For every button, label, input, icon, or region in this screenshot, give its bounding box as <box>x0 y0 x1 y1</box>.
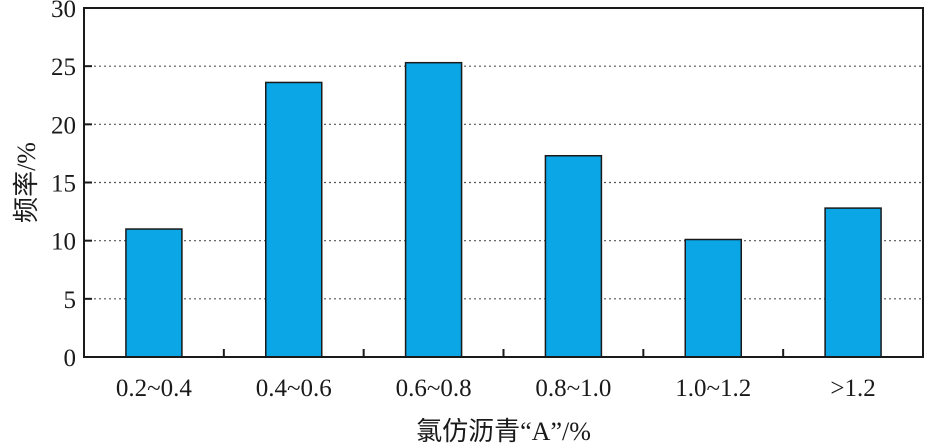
bar <box>544 154 603 358</box>
y-tick-label: 0 <box>64 345 77 372</box>
bar <box>404 61 463 358</box>
x-ticks: 0.2~0.4 0.4~0.6 0.6~0.8 0.8~1.0 1.0~1.2 >1.2 <box>116 349 876 402</box>
y-tick-label: 10 <box>51 229 76 256</box>
x-tick-label: 0.6~0.8 <box>396 375 472 402</box>
y-ticks: 0 5 10 15 20 25 30 <box>51 0 92 372</box>
x-tick-label: 0.4~0.6 <box>256 375 332 402</box>
x-axis-label: 氯仿沥青“A”/% <box>416 417 591 446</box>
y-tick-label: 15 <box>51 171 76 198</box>
y-tick-label: 20 <box>51 112 76 139</box>
grid-lines <box>84 65 923 300</box>
bar <box>684 238 742 358</box>
bar <box>265 81 323 358</box>
bar <box>125 228 183 358</box>
x-tick-label: 0.2~0.4 <box>116 375 193 402</box>
x-tick-label: >1.2 <box>830 375 875 402</box>
y-tick-label: 25 <box>51 54 76 81</box>
y-tick-label: 30 <box>51 0 76 23</box>
y-axis-label: 频率/% <box>12 142 41 223</box>
y-tick-label: 5 <box>64 287 77 314</box>
bar <box>824 207 882 358</box>
bars <box>125 61 882 358</box>
x-tick-label: 0.8~1.0 <box>535 375 611 402</box>
x-tick-label: 1.0~1.2 <box>675 375 751 402</box>
